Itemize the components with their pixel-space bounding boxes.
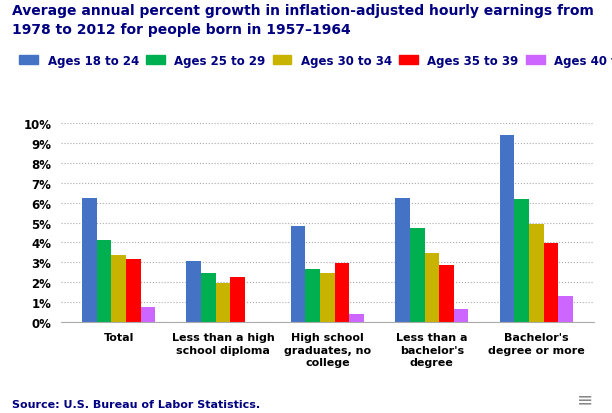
Bar bbox=[82, 198, 97, 322]
Text: Average annual percent growth in inflation-adjusted hourly earnings from
1978 to: Average annual percent growth in inflati… bbox=[12, 4, 594, 36]
Bar bbox=[514, 199, 529, 322]
Text: ≡: ≡ bbox=[577, 390, 594, 409]
Bar bbox=[529, 224, 543, 322]
Bar bbox=[410, 228, 425, 322]
Bar bbox=[215, 283, 230, 322]
Bar bbox=[395, 198, 410, 322]
Bar bbox=[291, 226, 305, 322]
Bar bbox=[558, 297, 573, 322]
Bar bbox=[453, 309, 468, 322]
Bar bbox=[97, 241, 111, 322]
Bar bbox=[349, 314, 364, 322]
Text: Source: U.S. Bureau of Labor Statistics.: Source: U.S. Bureau of Labor Statistics. bbox=[12, 399, 260, 409]
Bar bbox=[126, 260, 141, 322]
Bar bbox=[320, 273, 335, 322]
Bar bbox=[335, 263, 349, 322]
Bar bbox=[439, 266, 453, 322]
Bar bbox=[187, 262, 201, 322]
Bar bbox=[230, 278, 245, 322]
Bar bbox=[543, 244, 558, 322]
Legend: Ages 18 to 24, Ages 25 to 29, Ages 30 to 34, Ages 35 to 39, Ages 40 to 48: Ages 18 to 24, Ages 25 to 29, Ages 30 to… bbox=[19, 55, 612, 67]
Bar bbox=[201, 273, 215, 322]
Bar bbox=[305, 270, 320, 322]
Bar bbox=[499, 136, 514, 322]
Bar bbox=[425, 254, 439, 322]
Bar bbox=[141, 307, 155, 322]
Bar bbox=[111, 256, 126, 322]
